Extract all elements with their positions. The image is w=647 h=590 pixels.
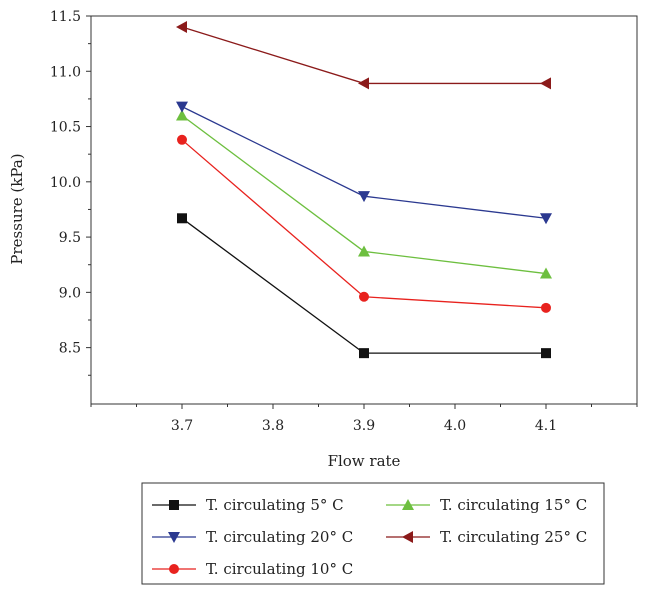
x-tick-label: 3.8: [262, 418, 284, 434]
legend-label: T. circulating 15° C: [440, 496, 587, 514]
marker-triangle-up: [540, 267, 552, 279]
x-tick-label: 4.1: [535, 418, 557, 434]
y-tick-label: 10.0: [50, 175, 81, 191]
x-tick-label: 3.7: [171, 418, 193, 434]
y-tick-label: 8.5: [59, 341, 81, 357]
marker-circle: [177, 134, 187, 145]
marker-triangle-left: [358, 77, 369, 90]
marker-triangle-down: [168, 532, 180, 543]
y-tick-label: 10.5: [50, 120, 81, 136]
legend-label: T. circulating 5° C: [206, 496, 344, 514]
legend: T. circulating 5° C T. circulating 15° C T…: [141, 482, 605, 585]
marker-square: [359, 348, 369, 359]
y-tick-label: 9.5: [59, 230, 81, 246]
marker-square: [177, 213, 187, 224]
marker-triangle-left: [176, 21, 187, 34]
legend-item: T. circulating 25° C: [386, 528, 587, 546]
marker-triangle-up: [402, 499, 414, 510]
marker-circle: [541, 302, 551, 313]
x-tick-label: 4.0: [444, 418, 466, 434]
series-line-0: [181, 217, 546, 354]
marker-square: [169, 500, 179, 510]
plot-area: [90, 15, 638, 405]
y-tick-label: 9.0: [59, 285, 81, 301]
legend-label: T. circulating 25° C: [440, 528, 587, 546]
x-axis-title: Flow rate: [328, 452, 401, 470]
series-markers: [176, 21, 552, 359]
plot-frame: [90, 15, 638, 405]
legend-box: [141, 482, 605, 585]
marker-triangle-down: [176, 101, 188, 113]
marker-triangle-down: [358, 191, 370, 203]
series-lines: [181, 26, 547, 354]
marker-triangle-up: [176, 109, 188, 121]
marker-square: [541, 348, 551, 359]
y-axis-title: Pressure (kPa): [8, 153, 26, 264]
marker-triangle-left: [402, 531, 413, 543]
legend-item: T. circulating 20° C: [152, 528, 353, 546]
marker-circle: [169, 564, 179, 574]
legend-item: T. circulating 10° C: [152, 560, 353, 578]
marker-triangle-down: [540, 213, 552, 225]
legend-item: T. circulating 5° C: [152, 496, 344, 514]
legend-item: T. circulating 15° C: [386, 496, 587, 514]
y-tick-label: 11.0: [50, 64, 81, 80]
legend-label: T. circulating 10° C: [206, 560, 353, 578]
marker-circle: [359, 291, 369, 302]
x-tick-label: 3.9: [353, 418, 375, 434]
marker-triangle-left: [540, 77, 551, 90]
series-line-4: [181, 26, 546, 85]
marker-triangle-up: [358, 245, 370, 257]
legend-label: T. circulating 20° C: [206, 528, 353, 546]
axis-ticks: 3.7 3.8 3.9 4.0 4.1 8.5 9.0 9.5 10.0 10.5 11.0 11.5: [50, 9, 638, 434]
series-line-1: [181, 139, 547, 309]
y-tick-label: 11.5: [50, 9, 81, 25]
